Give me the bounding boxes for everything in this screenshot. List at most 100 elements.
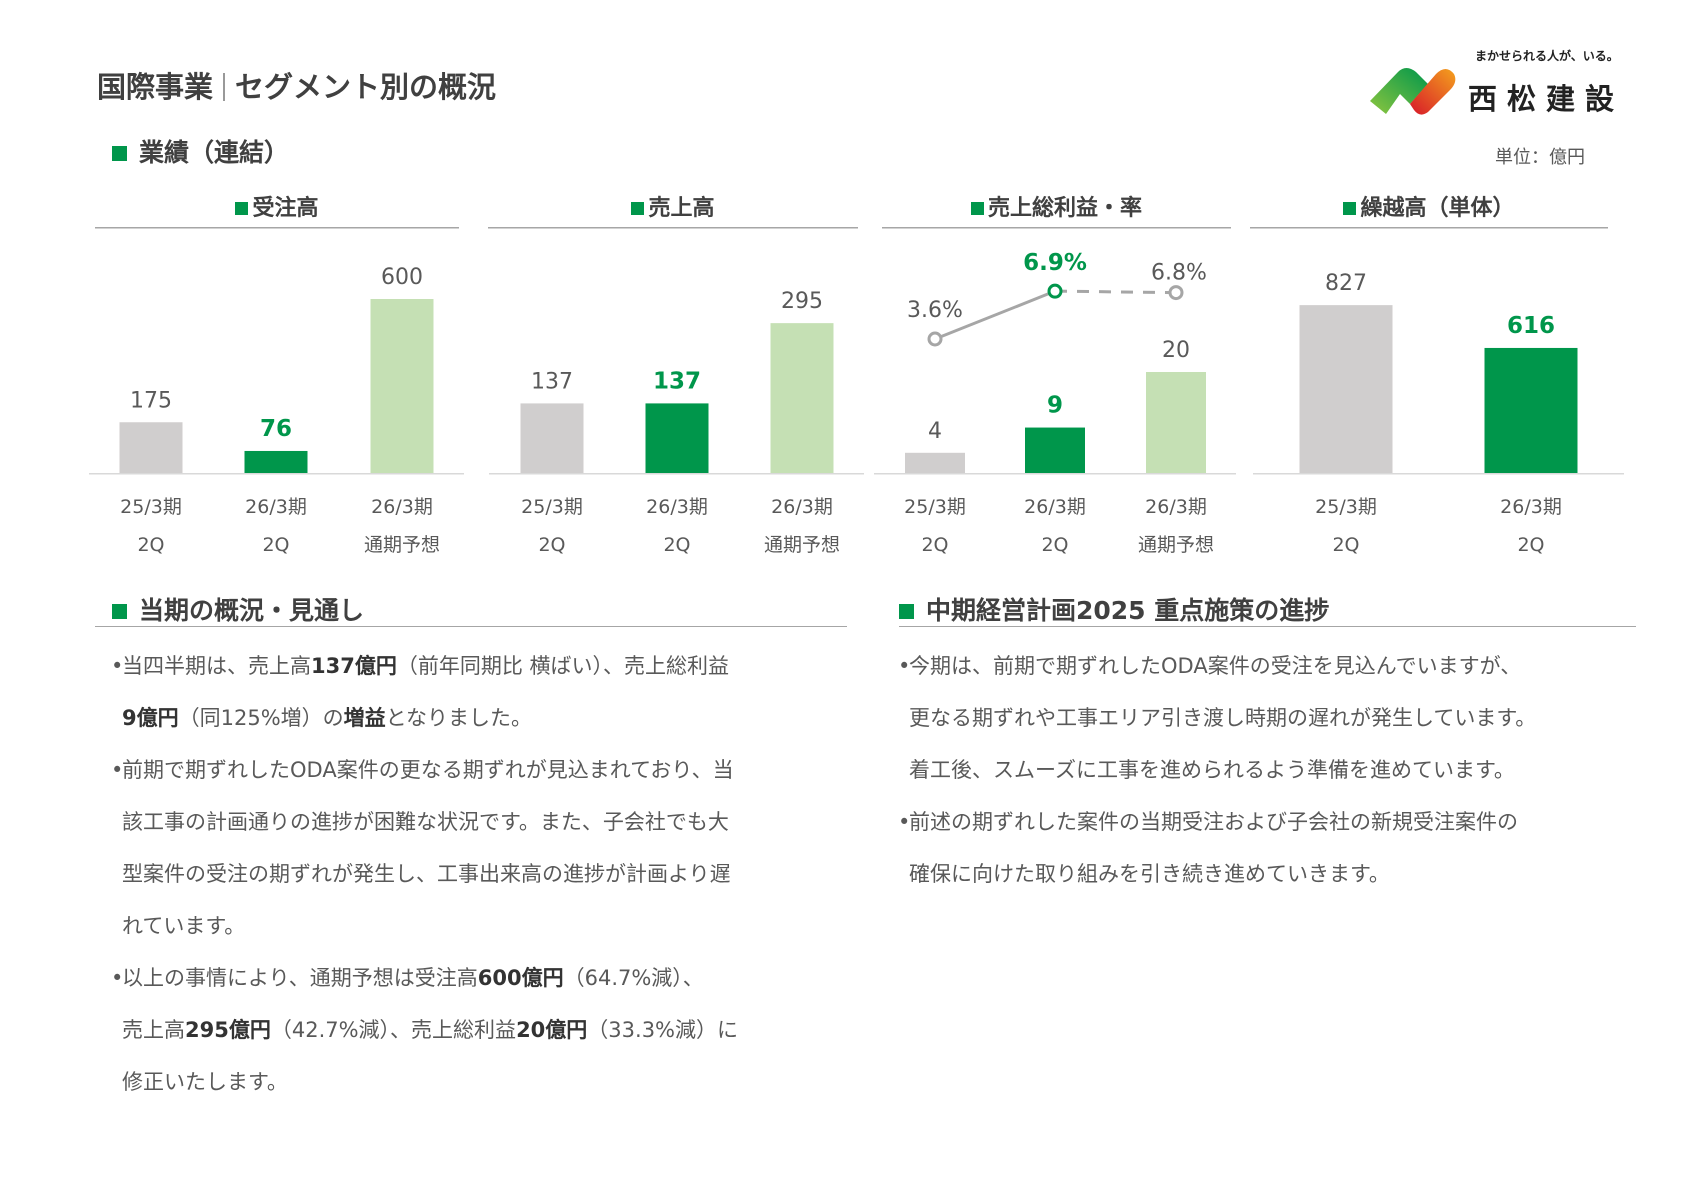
- bullet-icon: •: [898, 654, 911, 678]
- body-text: 該工事の計画通りの進捗が困難な状況です。また、子会社でも大: [122, 810, 729, 834]
- square-bullet-icon: [1343, 202, 1357, 215]
- rate-point: [1047, 283, 1063, 299]
- page-title: 国際事業 セグメント別の概況: [97, 64, 496, 106]
- chart-title: 受注高: [95, 190, 459, 222]
- x-tick-label: 2Q: [921, 534, 948, 556]
- chart-title-rule: [1250, 227, 1608, 229]
- chart-title-rule: [95, 227, 459, 229]
- rate-point: [927, 331, 943, 347]
- square-bullet-icon: [970, 202, 984, 215]
- chart-title-label: 売上高: [648, 196, 715, 221]
- title-subject: セグメント別の概況: [235, 70, 497, 104]
- emphasis-text: 増益: [343, 706, 386, 730]
- title-divider: [223, 73, 226, 101]
- x-tick-label: 25/3期: [904, 496, 966, 518]
- bar: [770, 323, 834, 473]
- data-label: 76: [260, 416, 292, 442]
- body-text: （同125%増）の: [178, 706, 344, 730]
- body-text: 今期は、前期で期ずれしたODA案件の受注を見込んでいますが、: [909, 654, 1522, 678]
- bar: [370, 299, 434, 473]
- body-text: 以上の事情により、通期予想は受注高: [122, 966, 478, 990]
- bar: [1025, 427, 1085, 473]
- divider: [95, 626, 847, 627]
- left-heading-label: 当期の概況・見通し: [139, 596, 365, 625]
- x-tick-label: 通期予想: [1138, 534, 1214, 556]
- x-tick-label: 通期予想: [364, 534, 440, 556]
- unit-label: 単位：億円: [1495, 147, 1585, 168]
- body-line: 更なる期ずれや工事エリア引き渡し時期の遅れが発生しています。: [909, 692, 1536, 744]
- body-text: れています。: [122, 914, 246, 938]
- chart-title-label: 受注高: [252, 196, 319, 221]
- body-text: 前述の期ずれした案件の当期受注および子会社の新規受注案件の: [909, 810, 1518, 834]
- bar: [645, 403, 709, 473]
- bar: [520, 403, 584, 473]
- baseline: [1253, 473, 1624, 475]
- rate-point: [1168, 285, 1184, 301]
- bar: [1299, 305, 1393, 473]
- bullet-icon: •: [898, 810, 911, 834]
- chart-title-rule: [882, 227, 1231, 229]
- logo-name: 西松建設: [1468, 82, 1625, 116]
- square-bullet-icon: [899, 604, 914, 619]
- right-heading-label: 中期経営計画2025 重点施策の進捗: [926, 596, 1330, 625]
- x-tick-label: 2Q: [538, 534, 565, 556]
- emphasis-text: 295億円: [185, 1018, 271, 1042]
- body-text: （33.3%減）に: [587, 1018, 739, 1042]
- body-line: 該工事の計画通りの進捗が困難な状況です。また、子会社でも大: [122, 796, 738, 848]
- body-text: 更なる期ずれや工事エリア引き渡し時期の遅れが発生しています。: [909, 706, 1537, 730]
- divider: [899, 626, 1636, 627]
- bar: [1146, 372, 1206, 473]
- body-line: 確保に向けた取り組みを引き続き進めていきます。: [909, 848, 1536, 900]
- data-label: 137: [653, 368, 701, 394]
- body-line: れています。: [122, 900, 738, 952]
- data-label: 295: [781, 289, 823, 314]
- emphasis-text: 20億円: [516, 1018, 588, 1042]
- square-bullet-icon: [112, 604, 127, 619]
- chart-title: 売上総利益・率: [882, 190, 1231, 222]
- emphasis-text: 137億円: [311, 654, 397, 678]
- left-section-heading: 当期の概況・見通し: [112, 591, 364, 627]
- data-label: 616: [1507, 313, 1555, 339]
- square-bullet-icon: [112, 146, 127, 161]
- chart-title: 売上高: [488, 190, 858, 222]
- body-line: • 今期は、前期で期ずれしたODA案件の受注を見込んでいますが、: [898, 640, 1536, 692]
- rate-label: 6.8%: [1151, 261, 1207, 286]
- right-body-text: • 今期は、前期で期ずれしたODA案件の受注を見込んでいますが、 更なる期ずれや工事…: [898, 640, 1536, 900]
- left-body-text: • 当四半期は、売上高137億円（前年同期比 横ばい）、売上総利益 9億円（同125…: [111, 640, 739, 1108]
- chart-title-label: 売上総利益・率: [987, 196, 1142, 221]
- baseline: [874, 473, 1236, 475]
- bar: [119, 422, 183, 473]
- title-segment: 国際事業: [97, 70, 214, 104]
- body-text: となりました。: [385, 706, 533, 730]
- x-tick-label: 2Q: [1332, 534, 1359, 556]
- bar: [905, 452, 965, 473]
- body-line: • 前述の期ずれした案件の当期受注および子会社の新規受注案件の: [898, 796, 1536, 848]
- data-label: 827: [1325, 271, 1367, 296]
- x-tick-label: 26/3期: [245, 496, 307, 518]
- data-label: 175: [130, 388, 172, 413]
- bullet-icon: •: [111, 758, 124, 782]
- body-text: 着工後、スムーズに工事を進められるよう準備を進めています。: [909, 758, 1515, 782]
- square-bullet-icon: [235, 202, 249, 215]
- section-results-heading: 業績（連結）: [112, 133, 289, 169]
- body-text: 売上高: [122, 1018, 185, 1042]
- x-tick-label: 25/3期: [521, 496, 583, 518]
- body-text: （前年同期比 横ばい）、売上総利益: [396, 654, 730, 678]
- right-section-heading: 中期経営計画2025 重点施策の進捗: [899, 591, 1329, 627]
- x-tick-label: 2Q: [1517, 534, 1544, 556]
- bar: [1484, 347, 1578, 473]
- x-tick-label: 2Q: [1041, 534, 1068, 556]
- bar: [244, 450, 308, 473]
- body-line: • 当四半期は、売上高137億円（前年同期比 横ばい）、売上総利益: [111, 640, 738, 692]
- data-label: 600: [381, 265, 423, 290]
- body-text: 当四半期は、売上高: [122, 654, 311, 678]
- body-text: （64.7%減）、: [563, 966, 704, 990]
- emphasis-text: 9億円: [122, 706, 179, 730]
- rate-line: [934, 289, 1056, 341]
- chart-title-rule: [488, 227, 858, 229]
- body-text: 前期で期ずれしたODA案件の更なる期ずれが見込まれており、当: [122, 758, 734, 782]
- body-text: 修正いたします。: [122, 1070, 288, 1094]
- emphasis-text: 600億円: [477, 966, 564, 990]
- x-tick-label: 2Q: [262, 534, 289, 556]
- x-tick-label: 26/3期: [771, 496, 833, 518]
